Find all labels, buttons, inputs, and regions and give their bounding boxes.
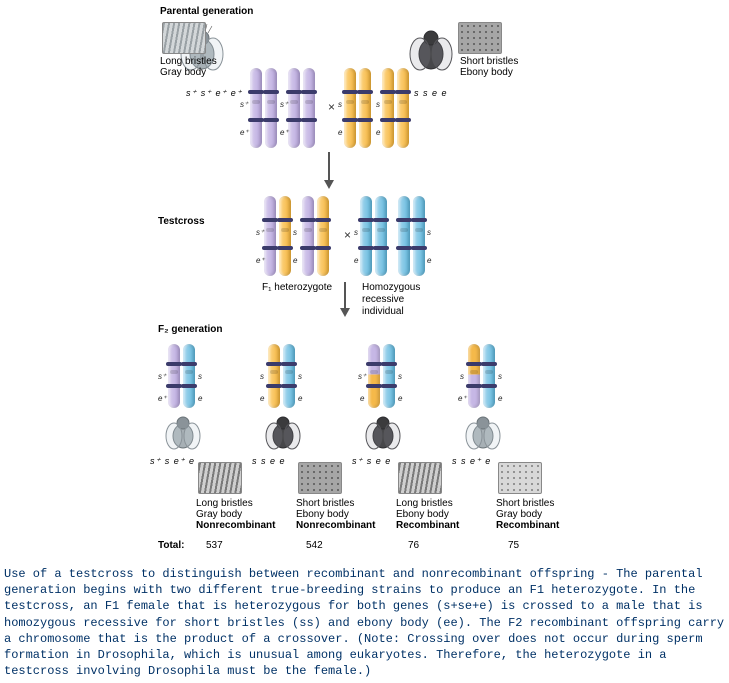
p2b-allele-e: e bbox=[376, 128, 380, 137]
f2-3-fly bbox=[360, 412, 406, 452]
p1-chrom-pair-1 bbox=[250, 68, 277, 148]
f2-2-chrom bbox=[268, 344, 295, 408]
p2-chrom-pair-1 bbox=[344, 68, 371, 148]
f2-2-e2: e bbox=[298, 394, 302, 403]
f2-1-e: e⁺ bbox=[158, 394, 167, 403]
arrow-line-1 bbox=[328, 152, 330, 180]
f2-1-class: Nonrecombinant bbox=[196, 520, 275, 532]
f2-4-e2: e bbox=[498, 394, 502, 403]
f2-2-e: e bbox=[260, 394, 264, 403]
f2-4-s2: s bbox=[498, 372, 502, 381]
parent1-swatch bbox=[162, 22, 206, 54]
f2-3-chrom bbox=[368, 344, 395, 408]
f2-4-geno: s s e⁺ e bbox=[452, 456, 491, 467]
f2-2-count: 542 bbox=[306, 540, 323, 552]
arrow-1 bbox=[324, 180, 334, 189]
f2-4-count: 75 bbox=[508, 540, 519, 552]
f2-1-s2: s bbox=[198, 372, 202, 381]
f1-s: s bbox=[293, 228, 297, 237]
parent2-swatch bbox=[458, 22, 502, 54]
f2-2-geno: s s e e bbox=[252, 456, 286, 466]
parent2-genotype: s s e e bbox=[414, 88, 448, 98]
f2-1-fly bbox=[160, 412, 206, 452]
testcross-title: Testcross bbox=[158, 216, 205, 228]
f2-1-chrom bbox=[168, 344, 195, 408]
homo-e-2: e bbox=[427, 256, 431, 265]
homo-label: Homozygous recessive individual bbox=[362, 282, 420, 318]
f2-2-class: Nonrecombinant bbox=[296, 520, 375, 532]
f2-title: F₂ generation bbox=[158, 324, 222, 336]
cross-symbol-1: × bbox=[328, 100, 335, 114]
arrow-2 bbox=[340, 308, 350, 317]
p2-allele-e: e bbox=[338, 128, 342, 137]
parent1-genotype: s⁺ s⁺ e⁺ e⁺ bbox=[186, 88, 243, 99]
f2-1-count: 537 bbox=[206, 540, 223, 552]
f1-s-plus: s⁺ bbox=[256, 228, 264, 237]
p1b-allele-e: e⁺ bbox=[280, 128, 289, 137]
f1-chrom-pair-b bbox=[302, 196, 329, 276]
f2-3-s: s⁺ bbox=[358, 372, 366, 381]
f2-3-s2: s bbox=[398, 372, 402, 381]
f2-3-count: 76 bbox=[408, 540, 419, 552]
f2-4-e: e⁺ bbox=[458, 394, 467, 403]
p2-allele-s: s bbox=[338, 100, 342, 109]
homo-chrom-pair-2 bbox=[398, 196, 425, 276]
f2-2-fly bbox=[260, 412, 306, 452]
f2-3-e: e bbox=[360, 394, 364, 403]
parent1-trait2: Gray body bbox=[160, 67, 206, 79]
f2-1-geno: s⁺ s e⁺ e bbox=[150, 456, 195, 467]
parent2-fly bbox=[404, 24, 458, 72]
f2-3-geno: s⁺ s e e bbox=[352, 456, 391, 467]
p2b-allele-s: s bbox=[376, 100, 380, 109]
f1-label: F₁ heterozygote bbox=[262, 282, 332, 294]
f2-4-swatch bbox=[498, 462, 542, 494]
f1-e-plus: e⁺ bbox=[256, 256, 265, 265]
homo-e-1: e bbox=[354, 256, 358, 265]
f2-4-s: s bbox=[460, 372, 464, 381]
f2-3-swatch bbox=[398, 462, 442, 494]
p1b-allele-s: s⁺ bbox=[280, 100, 288, 109]
p1-allele-s: s⁺ bbox=[240, 100, 248, 109]
f2-4-fly bbox=[460, 412, 506, 452]
total-label: Total: bbox=[158, 540, 184, 552]
homo-s-2: s bbox=[427, 228, 431, 237]
f1-e: e bbox=[293, 256, 297, 265]
p1-chrom-pair-2 bbox=[288, 68, 315, 148]
f2-2-swatch bbox=[298, 462, 342, 494]
f2-4-chrom bbox=[468, 344, 495, 408]
f2-3-e2: e bbox=[398, 394, 402, 403]
f2-2-s: s bbox=[260, 372, 264, 381]
f2-1-swatch bbox=[198, 462, 242, 494]
parental-title: Parental generation bbox=[160, 6, 253, 18]
f2-4-class: Recombinant bbox=[496, 520, 559, 532]
testcross-diagram: Parental generation Long bristles Gray b… bbox=[0, 0, 729, 560]
f2-2-s2: s bbox=[298, 372, 302, 381]
figure-caption: Use of a testcross to distinguish betwee… bbox=[0, 560, 729, 683]
parent2-trait2: Ebony body bbox=[460, 67, 513, 79]
homo-s-1: s bbox=[354, 228, 358, 237]
cross-symbol-2: × bbox=[344, 228, 351, 242]
p1-allele-e: e⁺ bbox=[240, 128, 249, 137]
homo-chrom-pair-1 bbox=[360, 196, 387, 276]
f2-3-class: Recombinant bbox=[396, 520, 459, 532]
p2-chrom-pair-2 bbox=[382, 68, 409, 148]
arrow-line-2 bbox=[344, 282, 346, 308]
f1-chrom-pair bbox=[264, 196, 291, 276]
f2-1-e2: e bbox=[198, 394, 202, 403]
f2-1-s: s⁺ bbox=[158, 372, 166, 381]
